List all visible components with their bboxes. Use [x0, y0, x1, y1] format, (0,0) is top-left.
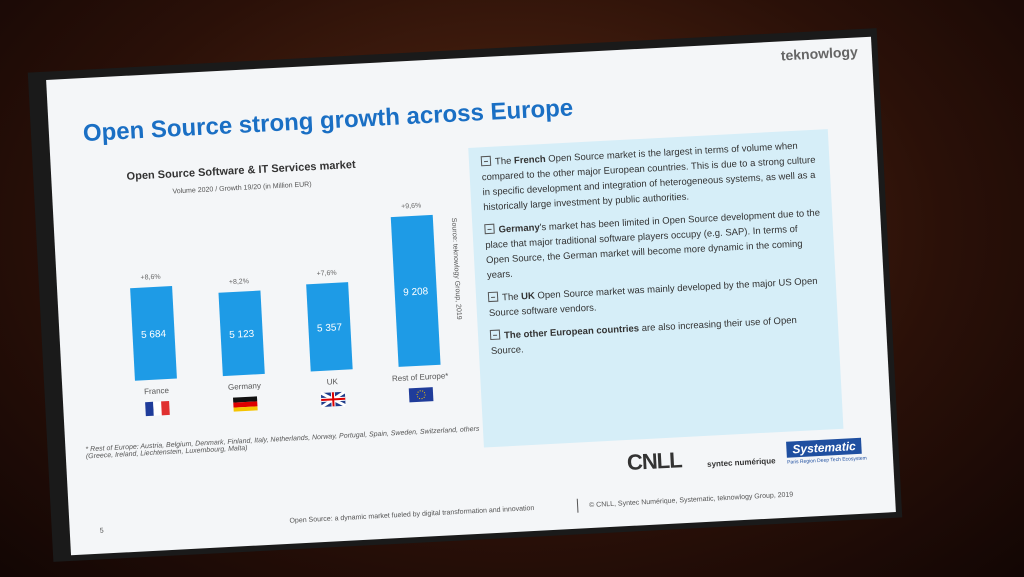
value-label: 5 684: [141, 329, 167, 341]
flag: [145, 401, 154, 417]
flag: [233, 401, 258, 408]
flag: [153, 401, 162, 416]
x-tick-label: UK: [327, 377, 339, 387]
flag-icon: [232, 396, 258, 412]
bar: [306, 282, 353, 372]
bullet: Germany's market has been limited in Ope…: [484, 206, 823, 284]
slide-title: Open Source strong growth across Europe: [82, 94, 574, 148]
page-number: 5: [99, 527, 104, 535]
bullet-text: 's market has been limited in Open Sourc…: [485, 207, 821, 282]
bullet-bold: UK: [520, 290, 536, 303]
bullet-text: Open Source market was mainly developed …: [488, 275, 818, 320]
flag-icon: [320, 390, 347, 409]
bullet-text: The: [501, 291, 522, 304]
logo: teknowlogy: [780, 43, 859, 64]
flag: [233, 406, 258, 412]
flag: [408, 387, 434, 403]
source: Source: teknowlogy Group, 2019: [450, 218, 462, 320]
bullet: The other European countries are also in…: [489, 311, 827, 359]
growth-label: +8,2%: [229, 278, 249, 286]
value-label: 9 208: [403, 286, 429, 298]
chart-subtitle: Volume 2020 / Growth 19/20 (in Million E…: [172, 181, 311, 195]
growth-label: +8,6%: [140, 274, 160, 282]
x-tick-label: Rest of Europe*: [392, 371, 449, 383]
flag: [232, 396, 258, 403]
flag: [161, 400, 170, 416]
flag-icon: [145, 400, 170, 417]
bullet-bold: The other European countries: [503, 323, 640, 342]
bullet-bold: French: [513, 153, 546, 167]
bullet-text: The: [494, 155, 515, 168]
bullet-bold: Germany: [498, 222, 541, 236]
value-label: 5 123: [229, 329, 255, 341]
bullet-icon: [489, 329, 501, 341]
flag-icon: [408, 387, 434, 403]
separator: [576, 498, 579, 513]
chart: Open Source Software & IT Services marke…: [126, 159, 462, 417]
text-box: The French Open Source market is the lar…: [468, 129, 844, 448]
bullet-icon: [480, 155, 492, 167]
partner-logos: CNLL syntec numérique Systematic Paris R…: [626, 437, 877, 480]
value-label: 5 357: [317, 322, 343, 334]
growth-label: +7,6%: [316, 270, 336, 278]
slide: teknowlogy Open Source strong growth acr…: [46, 36, 896, 556]
bar: [390, 214, 441, 367]
bullet: The French Open Source market is the lar…: [480, 138, 820, 216]
footer-left: Open Source: a dynamic market fueled by …: [289, 504, 535, 525]
growth-label: +9,6%: [401, 202, 421, 210]
bullet-icon: [484, 223, 495, 235]
footer-right: © CNLL, Syntec Numérique, Systematic, te…: [588, 491, 794, 510]
bar: [218, 290, 265, 377]
systematic-logo: Systematic: [786, 437, 863, 458]
flag: [321, 392, 346, 407]
x-tick-label: France: [144, 386, 170, 396]
chart-title: Open Source Software & IT Services marke…: [126, 159, 356, 183]
x-tick-label: Germany: [228, 381, 261, 392]
syntec-logo: syntec numérique: [706, 456, 776, 469]
cnll-logo: CNLL: [626, 447, 683, 476]
flag: [416, 390, 426, 400]
bar: [130, 286, 177, 381]
bullet-icon: [487, 291, 499, 303]
bullet-text: Open Source market is the largest in ter…: [481, 140, 816, 214]
